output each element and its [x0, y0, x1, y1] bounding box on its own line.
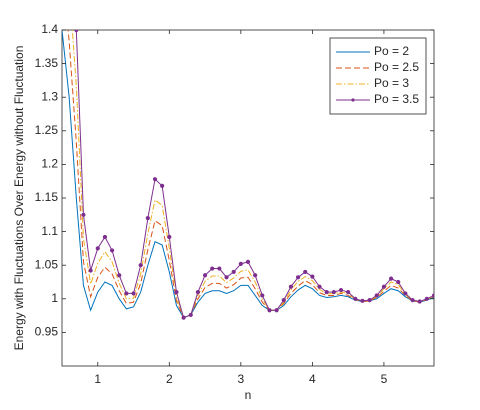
point-marker	[267, 308, 272, 313]
point-marker	[403, 291, 408, 296]
y-axis-label: Energy with Fluctuations Over Energy wit…	[12, 46, 26, 351]
point-marker	[317, 284, 322, 289]
y-tick-label: 1.25	[35, 123, 59, 137]
legend-label: Po = 2	[374, 44, 409, 58]
point-marker	[195, 289, 201, 295]
y-tick-label: 1.35	[35, 56, 59, 70]
x-tick-label: 2	[166, 372, 173, 386]
x-tick-label: 5	[381, 372, 388, 386]
point-marker	[160, 183, 165, 189]
point-marker	[260, 293, 265, 298]
legend-label: Po = 3.5	[374, 92, 419, 106]
y-tick-label: 1.2	[41, 157, 58, 171]
point-marker	[424, 296, 429, 301]
point-marker	[210, 266, 215, 271]
point-marker	[245, 259, 251, 264]
point-marker	[74, 30, 79, 33]
point-marker	[145, 216, 150, 221]
point-marker	[367, 298, 372, 303]
legend-label: Po = 3	[374, 76, 409, 90]
point-marker	[324, 289, 329, 295]
lines	[62, 30, 434, 320]
y-tick-label: 1	[51, 291, 58, 305]
point-marker	[238, 261, 243, 266]
point-marker	[374, 293, 379, 298]
point-marker	[417, 299, 422, 304]
y-tick-label: 1.05	[35, 257, 59, 271]
point-marker	[353, 296, 358, 301]
y-tick-label: 1.3	[41, 89, 58, 103]
point-marker	[202, 273, 208, 278]
point-marker	[360, 298, 365, 303]
point-marker	[117, 273, 122, 278]
point-marker	[152, 177, 158, 182]
point-marker	[253, 273, 258, 278]
point-marker	[95, 246, 100, 251]
point-marker	[102, 234, 108, 240]
legend-marker	[351, 98, 355, 102]
x-tick-label: 4	[309, 372, 316, 386]
x-tick-label: 3	[238, 372, 245, 386]
y-tick-label: 1.15	[35, 190, 59, 204]
point-marker	[131, 291, 136, 296]
point-marker	[109, 248, 115, 253]
x-axis-label: n	[245, 388, 252, 402]
point-marker	[188, 312, 193, 318]
point-marker	[281, 298, 286, 303]
point-marker	[331, 289, 336, 295]
point-marker	[124, 291, 129, 296]
point-marker	[310, 274, 315, 279]
point-marker	[346, 289, 351, 295]
point-marker	[295, 275, 301, 280]
point-marker	[303, 269, 308, 275]
point-marker	[217, 266, 222, 271]
legend-box	[329, 37, 427, 115]
point-marker	[224, 275, 229, 280]
point-marker	[381, 284, 387, 289]
point-marker	[88, 268, 93, 273]
point-marker	[338, 287, 344, 293]
point-marker	[274, 308, 279, 313]
legend-label: Po = 2.5	[374, 60, 419, 74]
point-marker	[288, 284, 294, 289]
point-marker	[231, 269, 236, 275]
y-tick-label: 1.4	[41, 22, 58, 36]
point-marker	[138, 263, 143, 268]
line-series	[67, 30, 434, 319]
point-marker	[167, 234, 172, 240]
point-marker	[431, 293, 434, 298]
point-marker	[410, 298, 415, 303]
point-marker	[388, 276, 394, 281]
point-marker	[181, 315, 186, 320]
point-marker	[81, 212, 86, 217]
x-tick-label: 1	[94, 372, 101, 386]
point-marker	[174, 289, 179, 295]
y-tick-label: 0.95	[35, 325, 59, 339]
point-marker	[396, 279, 401, 285]
y-tick-label: 1.1	[41, 224, 58, 238]
